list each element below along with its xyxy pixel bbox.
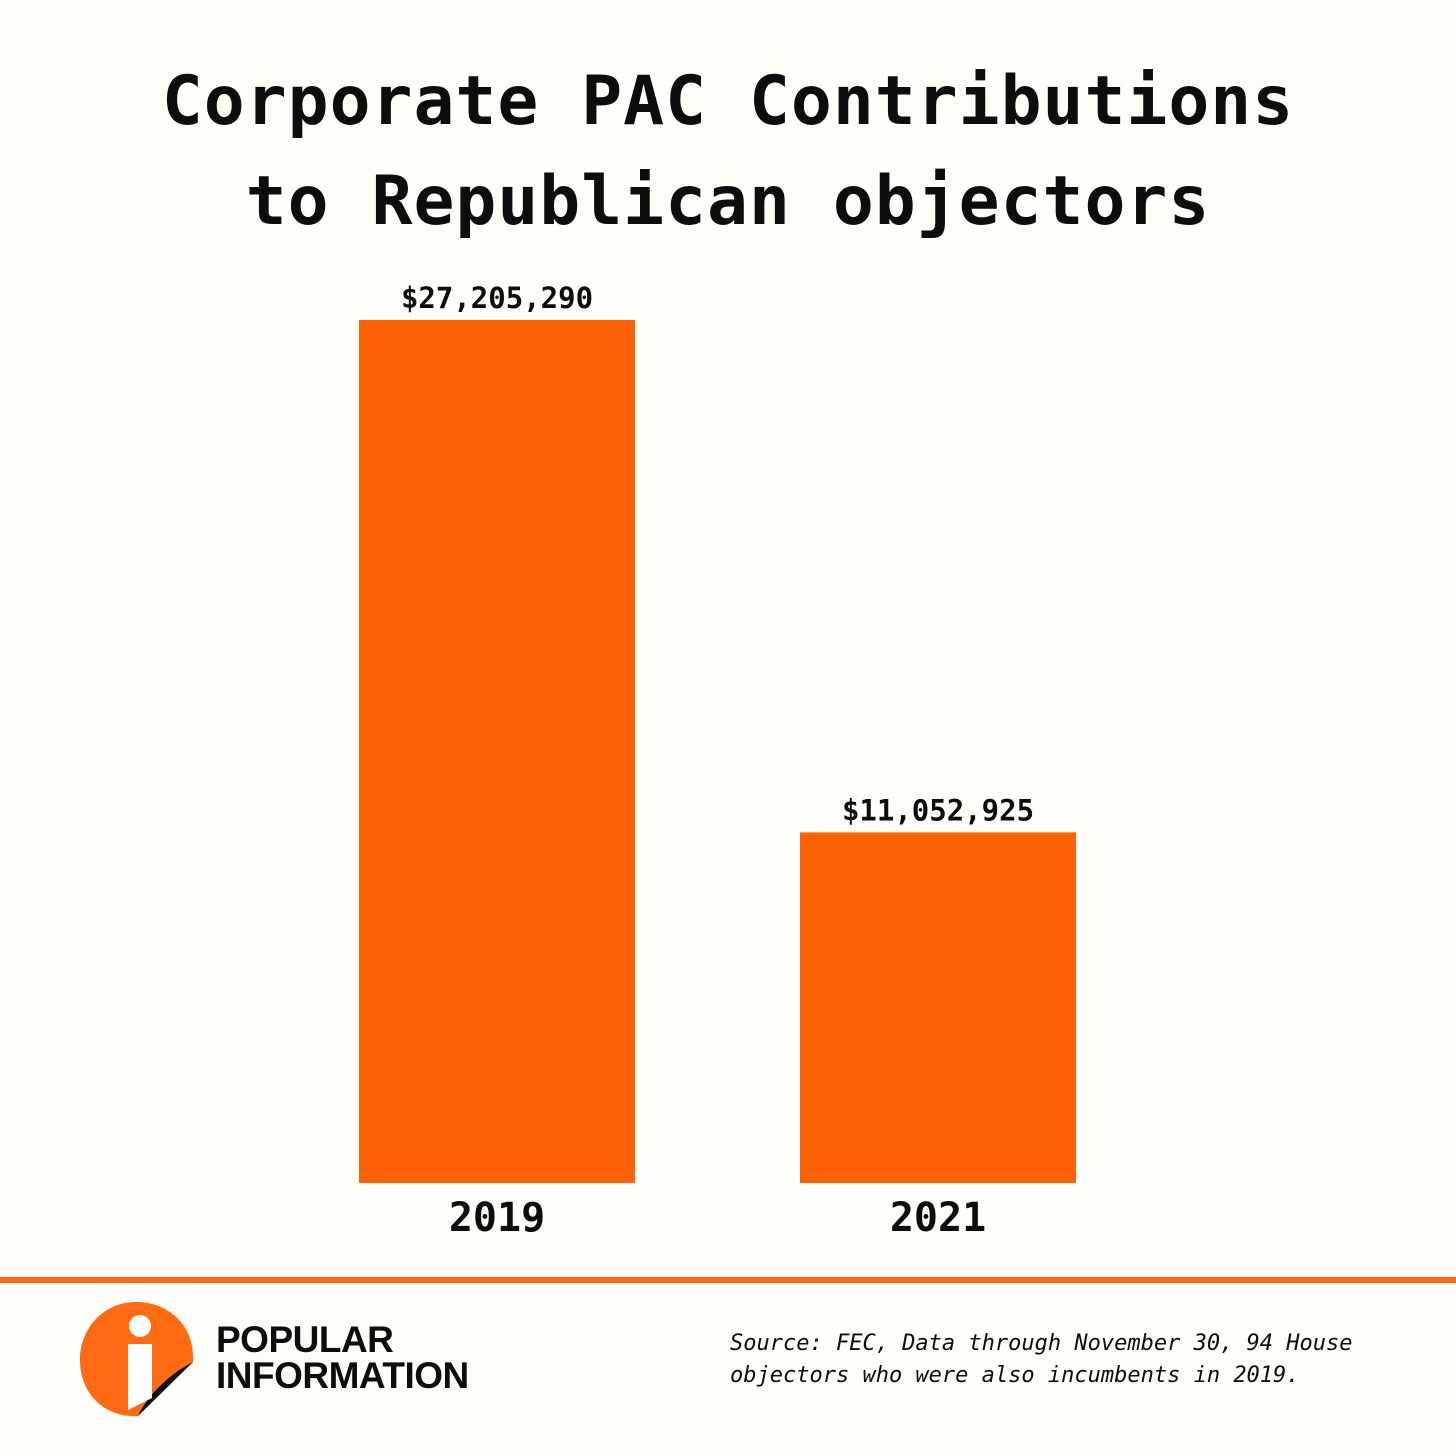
value-label-2021: $11,052,925 — [842, 793, 1034, 827]
bar-2019 — [359, 320, 635, 1183]
brand-name: POPULAR INFORMATION — [216, 1319, 469, 1396]
category-label-2019: 2019 — [449, 1195, 545, 1241]
bar-chart: $27,205,290 2019 $11,052,925 2021 — [359, 281, 1076, 1241]
brand-line-2: INFORMATION — [216, 1355, 469, 1396]
bar-2021 — [800, 832, 1076, 1183]
category-label-2021: 2021 — [890, 1195, 986, 1241]
source-line-2: objectors who were also incumbents in 20… — [730, 1363, 1300, 1388]
bar-group: $27,205,290 2019 $11,052,925 2021 — [359, 281, 1076, 1241]
source-line-1: Source: FEC, Data through November 30, 9… — [730, 1331, 1353, 1356]
chart-title-line-1: Corporate PAC Contributions — [161, 62, 1295, 141]
chart-title-line-2: to Republican objectors — [245, 162, 1211, 241]
value-label-2019: $27,205,290 — [401, 281, 593, 315]
chart-title: Corporate PAC Contributions to Republica… — [0, 52, 1456, 252]
popular-information-logo-icon — [80, 1302, 194, 1417]
brand-line-1: POPULAR — [216, 1319, 394, 1360]
footer-divider — [0, 1277, 1456, 1283]
source-note: Source: FEC, Data through November 30, 9… — [730, 1328, 1430, 1392]
